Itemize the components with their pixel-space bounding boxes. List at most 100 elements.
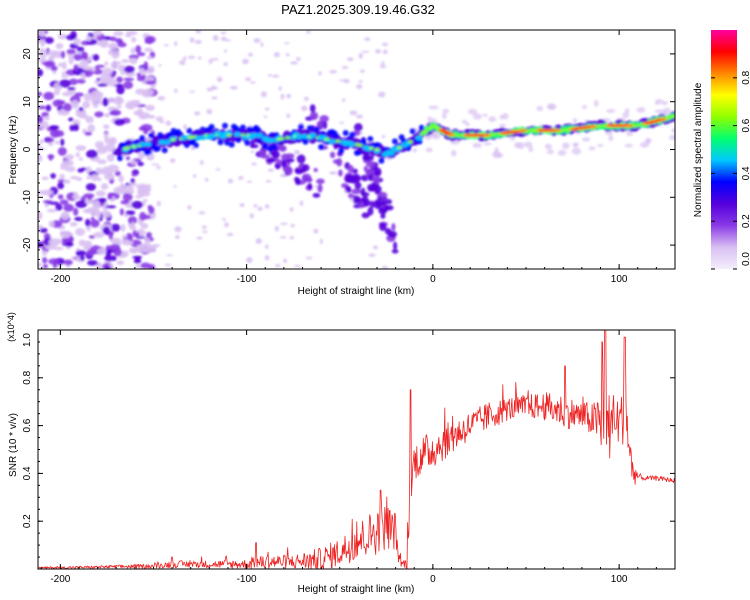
- spectrogram-cell: [353, 123, 363, 132]
- y-tick-label: 20: [22, 48, 33, 60]
- colorbar-tick-label: 0.0: [741, 252, 750, 266]
- spectrogram-cell: [57, 110, 70, 116]
- spectrogram-cell: [72, 123, 80, 132]
- spectrogram-cell: [39, 49, 48, 59]
- spectrogram-cell: [146, 148, 152, 155]
- spectrogram-cell: [482, 113, 488, 117]
- spectrogram-cell: [341, 65, 349, 70]
- spectrogram-cell: [62, 160, 74, 167]
- spectrogram-cell: [55, 203, 63, 211]
- spectrogram-cell: [338, 147, 345, 154]
- spectrogram-cell: [360, 69, 365, 73]
- spectrogram-cell: [196, 236, 203, 240]
- spectrogram-cell: [179, 60, 186, 66]
- spectrogram-cell: [77, 168, 84, 173]
- snr-y-label: SNR (10 * v/v): [8, 413, 19, 477]
- spectrogram-cell: [174, 88, 178, 94]
- spectrogram-cell: [589, 125, 597, 129]
- spectrogram-cell: [73, 191, 79, 199]
- spectrogram-cell: [372, 185, 382, 193]
- spectrogram-cell: [273, 52, 280, 58]
- spectrogram-cell: [78, 114, 89, 119]
- spectrogram-cell: [296, 57, 301, 61]
- spectrogram-cell: [123, 65, 135, 74]
- spectrogram-cell: [137, 161, 144, 167]
- spectrogram-cell: [357, 143, 363, 147]
- spectrogram-cell: [279, 137, 285, 141]
- spectrogram-cell: [293, 149, 300, 155]
- spectrogram-cell: [206, 108, 213, 115]
- spectrogram-cell: [140, 223, 149, 229]
- spectrogram-cell: [53, 246, 64, 251]
- snr-x-label: Height of straight line (km): [298, 584, 415, 595]
- spectrogram-cell: [319, 115, 329, 123]
- spectrogram-cell: [108, 111, 119, 116]
- spectrogram-cell: [57, 179, 66, 183]
- spectrogram-cell: [144, 141, 152, 147]
- spectrogram-cell: [318, 71, 322, 76]
- spectrogram-cell: [86, 260, 99, 266]
- spectrogram-cell: [131, 145, 137, 149]
- spectrogram-cell: [104, 143, 116, 153]
- spectrogram-cell: [96, 177, 102, 182]
- spectrogram-cell: [258, 149, 266, 158]
- spectrogram-cell: [354, 181, 362, 190]
- spectrogram-cell: [194, 39, 202, 44]
- spectrogram-cell: [366, 160, 376, 168]
- spectrogram-cell: [74, 216, 83, 222]
- spectrogram-cell: [63, 179, 71, 184]
- spectrogram-cell: [183, 124, 187, 130]
- spectrogram-cell: [358, 80, 363, 83]
- spectrogram-cell: [212, 84, 216, 91]
- spectrogram-cell: [118, 175, 125, 183]
- spectrogram-cell: [265, 158, 276, 163]
- spectrogram-cell: [446, 133, 455, 137]
- spectrogram-cell: [96, 247, 107, 255]
- spectrogram-cell: [114, 170, 121, 177]
- spectrogram-cell: [547, 103, 557, 110]
- spectrogram-x-label: Height of straight line (km): [298, 286, 415, 297]
- spectrogram-cell: [349, 110, 358, 116]
- spectrogram-cell: [143, 61, 149, 71]
- spectrogram-cell: [138, 142, 146, 147]
- spectrogram-cell: [222, 122, 228, 129]
- spectrogram-cell: [313, 126, 320, 133]
- spectrogram-cell: [148, 132, 155, 139]
- spectrogram-cell: [131, 173, 137, 177]
- spectrogram-cell: [127, 216, 138, 225]
- spectrogram-cell: [39, 139, 44, 144]
- spectrogram-cell: [104, 255, 113, 262]
- spectrogram-cell: [571, 147, 582, 155]
- spectrogram-cell: [279, 222, 288, 226]
- spectrogram-cell: [61, 75, 69, 79]
- spectrogram-cell: [552, 128, 561, 132]
- spectrogram-cell: [38, 34, 47, 41]
- spectrogram-cell: [626, 130, 634, 137]
- spectrogram-cell: [625, 124, 634, 128]
- spectrogram-cell: [263, 115, 268, 118]
- spectrogram-cell: [608, 135, 614, 142]
- spectrogram-cell: [671, 127, 675, 133]
- spectrogram-cell: [102, 166, 109, 173]
- spectrogram-cell: [117, 155, 123, 162]
- spectrogram-cell: [328, 139, 336, 144]
- spectrogram-cell: [249, 81, 256, 84]
- spectrogram-cell: [271, 74, 280, 78]
- spectrogram-cell: [208, 133, 216, 139]
- spectrogram-cell: [368, 174, 374, 182]
- spectrogram-cell: [275, 263, 281, 268]
- spectrogram-cell: [125, 210, 136, 216]
- spectrogram-cell: [482, 133, 491, 137]
- spectrogram-cell: [250, 138, 255, 148]
- spectrogram-cell: [165, 120, 172, 126]
- spectrogram-cell: [235, 136, 242, 143]
- spectrogram-cell: [465, 122, 470, 127]
- spectrogram-cell: [228, 141, 235, 148]
- y-tick-label: 1.0: [22, 333, 33, 347]
- spectrogram-cell: [204, 178, 209, 182]
- snr-series-line: [38, 330, 675, 569]
- spectrogram-cell: [104, 138, 115, 144]
- spectrogram-image: [38, 30, 675, 269]
- spectrogram-cell: [296, 154, 306, 164]
- spectrogram-cell: [134, 232, 140, 238]
